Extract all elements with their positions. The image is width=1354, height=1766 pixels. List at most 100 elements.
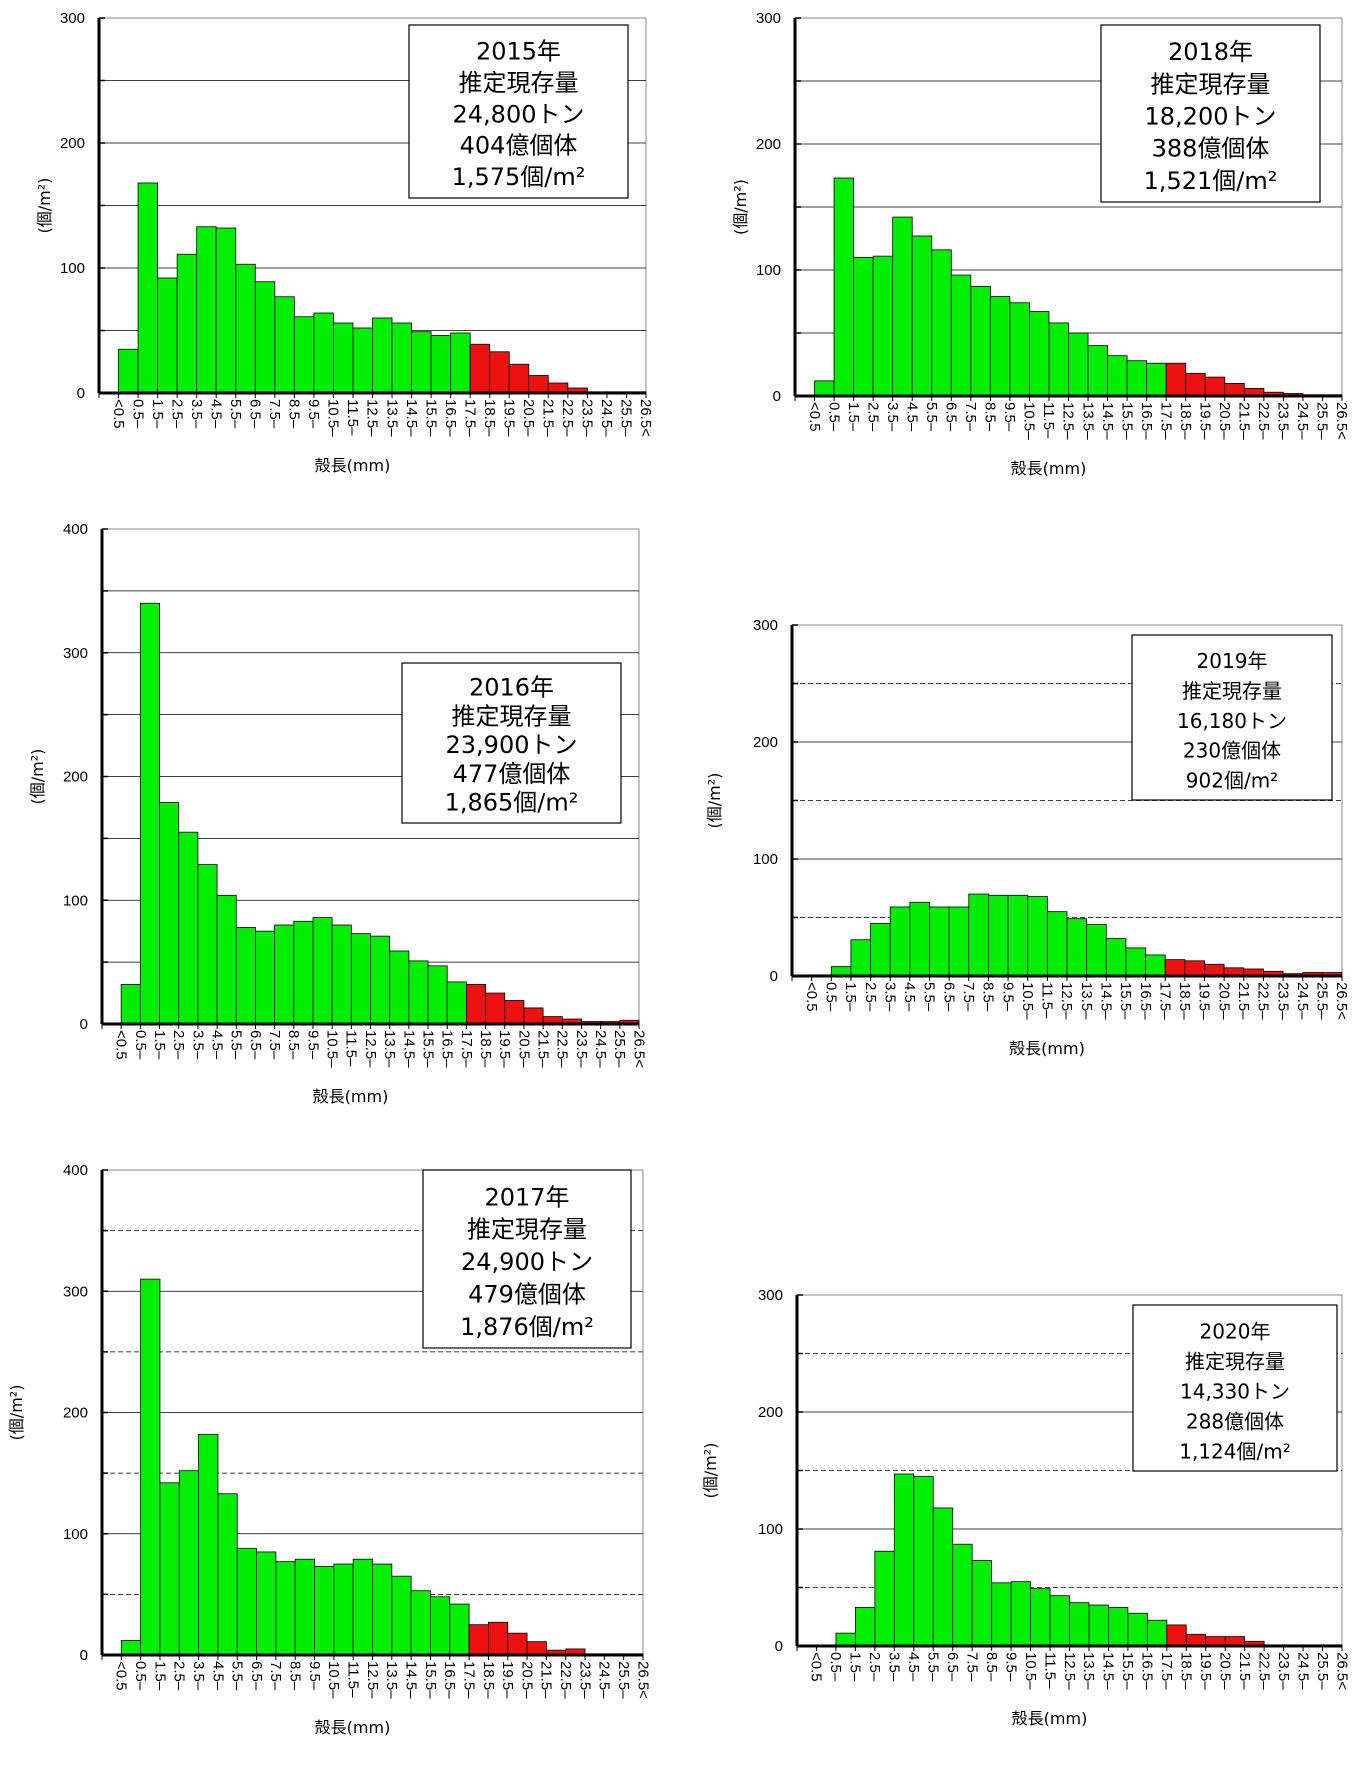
info-box-line: 2018年 [1168,38,1253,66]
info-box [401,662,622,824]
x-tick-label: 1.5– [149,399,166,429]
x-tick-label: 12.5– [364,399,381,437]
x-tick-label: 22.5– [557,1661,574,1699]
x-tick-label: 24.5– [1294,402,1311,440]
x-tick-label: 5.5– [921,982,938,1012]
info-box-line: 推定現存量 [1185,1349,1285,1373]
x-tick-label: 6.5– [248,1661,265,1691]
x-tick-label: 17.5– [458,1030,475,1068]
x-tick-label: 25.5– [618,399,635,437]
y-tick-label: 100 [63,1526,88,1543]
y-tick-label: 100 [63,892,88,909]
x-tick-label: 21.5– [535,1030,552,1068]
x-tick-label: 13.5– [383,399,400,437]
x-tick-label: 20.5– [1215,982,1232,1020]
x-tick-label: 14.5– [1100,1652,1117,1690]
x-tick-label: <0.5 [113,1030,130,1060]
x-tick-label: 24.5– [596,1661,613,1699]
y-tick-label: 200 [753,734,778,751]
y-axis-title: (個/m²) [28,749,47,805]
x-tick-label: 5.5– [227,399,244,429]
x-tick-label: 3.5– [188,399,205,429]
bar [1146,1619,1168,1647]
bar [854,1606,876,1647]
x-tick-label: 0.5– [827,1652,844,1682]
x-tick-label: 8.5– [982,402,999,432]
y-tick-label: 200 [60,135,85,152]
x-tick-label: 18.5– [480,1661,497,1699]
x-tick-label: 12.5– [1060,402,1077,440]
x-tick-label: 23.5– [1274,982,1291,1020]
x-tick-label: 6.5– [247,1030,264,1060]
info-box-line: 288億個体 [1186,1409,1284,1433]
x-tick-label: 9.5– [1001,402,1018,432]
y-tick-label: 0 [80,1016,88,1033]
x-tick-label: 11.5– [1040,402,1057,439]
x-tick-label: 2.5– [168,399,185,429]
x-tick-label: 15.5– [1118,402,1135,440]
x-tick-label: 4.5– [901,982,918,1012]
info-box-line: 388億個体 [1152,135,1270,163]
info-box-line: 推定現存量 [452,702,572,730]
x-tick-label: 22.5– [1255,1652,1272,1690]
x-tick-label: 24.5– [592,1030,609,1068]
x-tick-label: 19.5– [499,1661,516,1699]
x-tick-label: 4.5– [207,399,224,429]
x-tick-label: 14.5– [402,1661,419,1699]
x-tick-label: 8.5– [285,1030,302,1060]
x-tick-label: 0.5– [822,982,839,1012]
info-box-line: 404億個体 [460,132,578,160]
x-tick-label: 0.5– [129,399,146,429]
x-tick-label: 16.5– [1137,982,1154,1020]
y-tick-label: 300 [758,1287,783,1304]
x-tick-label: 15.5– [419,1030,436,1068]
x-tick-label: <0.5 [803,982,820,1012]
x-tick-label: 20.5– [1216,1652,1233,1690]
x-tick-label: <0.5 [806,402,823,432]
x-tick-label: 16.5– [1139,1652,1156,1690]
info-box-line: 477億個体 [453,760,571,788]
x-tick-label: 25.5– [1314,1652,1331,1690]
y-tick-label: 0 [770,968,778,985]
bar [952,1543,973,1647]
info-box-line: 推定現存量 [1182,679,1282,703]
x-tick-label: 6.5– [944,1652,961,1682]
x-tick-label: 18.5– [1176,982,1193,1020]
y-tick-label: 200 [758,1404,783,1421]
x-tick-label: 22.5– [1255,982,1272,1020]
x-tick-label: 26.5< [634,1661,651,1699]
x-tick-label: 18.5– [1178,1652,1195,1690]
x-tick-label: 19.5– [496,1030,513,1068]
x-tick-label: 1.5– [151,1030,168,1060]
bar [1088,1604,1109,1647]
y-tick-label: 200 [756,136,781,153]
bar [1010,1581,1031,1647]
info-box [1132,1304,1338,1472]
y-tick-label: 100 [753,851,778,868]
info-box [1100,24,1321,203]
x-tick-label: 21.5– [1235,982,1252,1020]
x-axis-title: 殻長(mm) [315,456,391,475]
x-tick-label: 19.5– [1196,402,1213,440]
x-tick-label: 21.5– [1236,1652,1253,1690]
x-tick-label: 17.5– [461,399,478,437]
x-tick-label: 22.5– [559,399,576,437]
x-tick-label: 13.5– [381,1030,398,1068]
x-tick-label: 3.5– [881,982,898,1012]
bar [1166,1624,1187,1647]
x-tick-label: 15.5– [422,1661,439,1699]
x-tick-label: 11.5– [343,1030,360,1067]
x-tick-label: 3.5– [886,1652,903,1682]
x-tick-label: 16.5– [439,1030,456,1068]
y-axis-title: (個/m²) [731,179,750,235]
x-tick-label: 12.5– [364,1661,381,1699]
y-tick-label: 0 [773,388,781,405]
x-tick-label: 11.5– [1039,982,1056,1019]
x-tick-label: 9.5– [304,1030,321,1060]
x-tick-label: 4.5– [209,1661,226,1691]
x-tick-label: 2.5– [170,1030,187,1060]
